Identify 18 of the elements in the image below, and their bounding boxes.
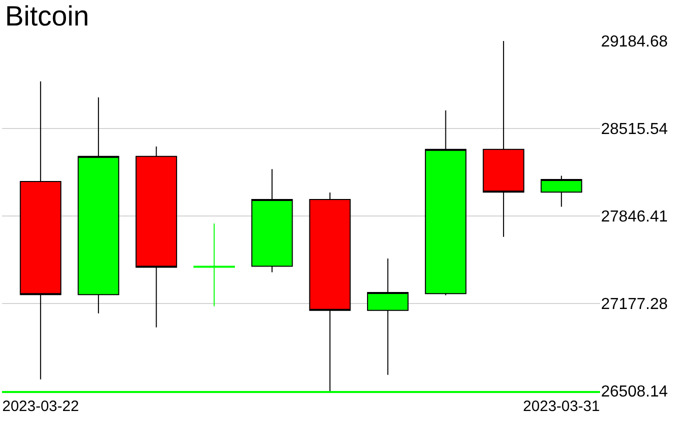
candlestick — [309, 192, 351, 391]
candlestick — [251, 168, 293, 273]
candlestick — [78, 96, 120, 314]
candlestick — [136, 146, 178, 328]
candlestick — [424, 110, 466, 296]
y-tick-label: 29184.68 — [601, 34, 668, 51]
candlestick — [540, 175, 582, 208]
x-tick-label: 2023-03-22 — [2, 398, 79, 415]
candlestick — [482, 41, 524, 238]
candlestick — [20, 80, 62, 380]
y-tick-label: 27846.41 — [601, 208, 668, 226]
x-tick-label: 2023-03-31 — [523, 398, 600, 415]
candlestick — [193, 223, 235, 307]
y-tick-label: 28515.54 — [601, 121, 668, 138]
y-tick-label: 27177.28 — [601, 296, 668, 314]
chart-title: Bitcoin — [5, 0, 90, 32]
candlestick — [367, 258, 409, 376]
y-tick-label: 26508.14 — [601, 384, 668, 401]
